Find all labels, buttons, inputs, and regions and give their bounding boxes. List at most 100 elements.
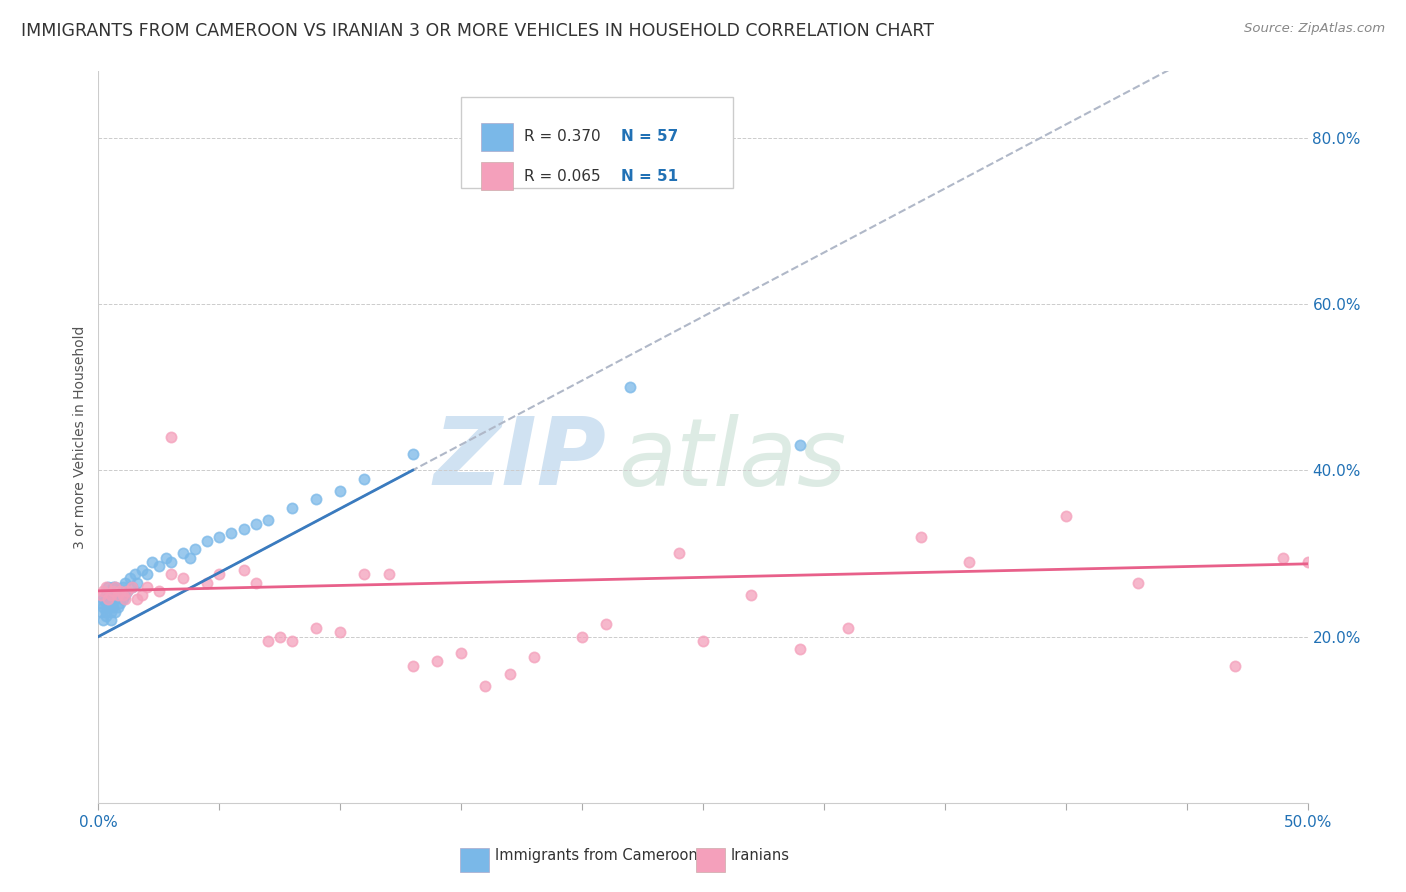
Point: [305, 492, 328, 507]
Point: [91, 613, 114, 627]
Point: [179, 550, 201, 565]
Point: [97, 600, 120, 615]
Point: [1296, 555, 1319, 569]
Point: [114, 588, 136, 602]
Point: [97, 592, 120, 607]
Point: [245, 575, 267, 590]
Point: [100, 613, 122, 627]
Point: [377, 567, 399, 582]
Point: [595, 617, 617, 632]
Point: [101, 583, 124, 598]
Point: [668, 546, 690, 560]
Point: [101, 600, 124, 615]
Point: [107, 588, 129, 602]
Point: [127, 575, 149, 590]
Point: [1054, 509, 1077, 524]
Point: [104, 580, 127, 594]
Point: [94, 608, 117, 623]
Point: [740, 588, 762, 602]
Point: [221, 525, 243, 540]
Point: [329, 484, 352, 499]
Point: [100, 605, 122, 619]
FancyBboxPatch shape: [481, 123, 513, 151]
Point: [837, 621, 859, 635]
Text: atlas: atlas: [619, 414, 846, 505]
Point: [104, 592, 127, 607]
Point: [94, 580, 117, 594]
Point: [523, 650, 546, 665]
Point: [118, 571, 141, 585]
Point: [121, 580, 143, 594]
Point: [131, 588, 153, 602]
Point: [97, 580, 120, 594]
Point: [402, 658, 425, 673]
Point: [208, 567, 231, 582]
Point: [329, 625, 352, 640]
Point: [195, 575, 218, 590]
Point: [305, 621, 328, 635]
Point: [789, 438, 811, 452]
Point: [117, 583, 139, 598]
Point: [131, 563, 153, 577]
Point: [94, 588, 117, 602]
Point: [94, 596, 117, 610]
FancyBboxPatch shape: [461, 97, 734, 188]
Point: [108, 583, 131, 598]
Point: [172, 546, 194, 560]
Text: R = 0.065: R = 0.065: [524, 169, 600, 184]
Point: [450, 646, 472, 660]
Text: IMMIGRANTS FROM CAMEROON VS IRANIAN 3 OR MORE VEHICLES IN HOUSEHOLD CORRELATION : IMMIGRANTS FROM CAMEROON VS IRANIAN 3 OR…: [21, 22, 934, 40]
Point: [256, 513, 278, 527]
Point: [910, 530, 932, 544]
Point: [117, 583, 139, 598]
Point: [135, 567, 157, 582]
Point: [353, 567, 375, 582]
Text: ZIP: ZIP: [433, 413, 606, 505]
Point: [957, 555, 980, 569]
Point: [232, 563, 254, 577]
Text: Source: ZipAtlas.com: Source: ZipAtlas.com: [1244, 22, 1385, 36]
Point: [100, 588, 122, 602]
Text: Immigrants from Cameroon: Immigrants from Cameroon: [495, 848, 697, 863]
Point: [184, 542, 207, 557]
Point: [111, 580, 134, 594]
Text: N = 57: N = 57: [621, 129, 678, 145]
Point: [148, 558, 170, 573]
Point: [155, 550, 177, 565]
Point: [281, 500, 304, 515]
Point: [789, 642, 811, 657]
FancyBboxPatch shape: [696, 848, 724, 871]
Point: [90, 596, 112, 610]
Point: [114, 592, 136, 607]
Point: [498, 667, 520, 681]
Point: [111, 592, 134, 607]
Point: [402, 447, 425, 461]
Point: [141, 555, 163, 569]
Point: [245, 517, 267, 532]
Point: [107, 600, 129, 615]
Point: [353, 472, 375, 486]
Text: R = 0.370: R = 0.370: [524, 129, 600, 145]
Text: Iranians: Iranians: [731, 848, 790, 863]
Point: [121, 580, 143, 594]
Point: [619, 380, 641, 394]
Point: [269, 630, 291, 644]
Point: [160, 555, 183, 569]
Point: [195, 533, 218, 548]
Point: [90, 605, 112, 619]
Point: [232, 521, 254, 535]
Point: [571, 630, 593, 644]
Point: [104, 605, 127, 619]
Point: [104, 580, 127, 594]
Point: [114, 575, 136, 590]
Point: [127, 592, 149, 607]
Point: [91, 583, 114, 598]
Point: [1128, 575, 1150, 590]
FancyBboxPatch shape: [481, 162, 513, 190]
Point: [100, 596, 122, 610]
Point: [101, 592, 124, 607]
Point: [160, 567, 183, 582]
Point: [108, 596, 131, 610]
Y-axis label: 3 or more Vehicles in Household: 3 or more Vehicles in Household: [73, 326, 87, 549]
Point: [281, 633, 304, 648]
